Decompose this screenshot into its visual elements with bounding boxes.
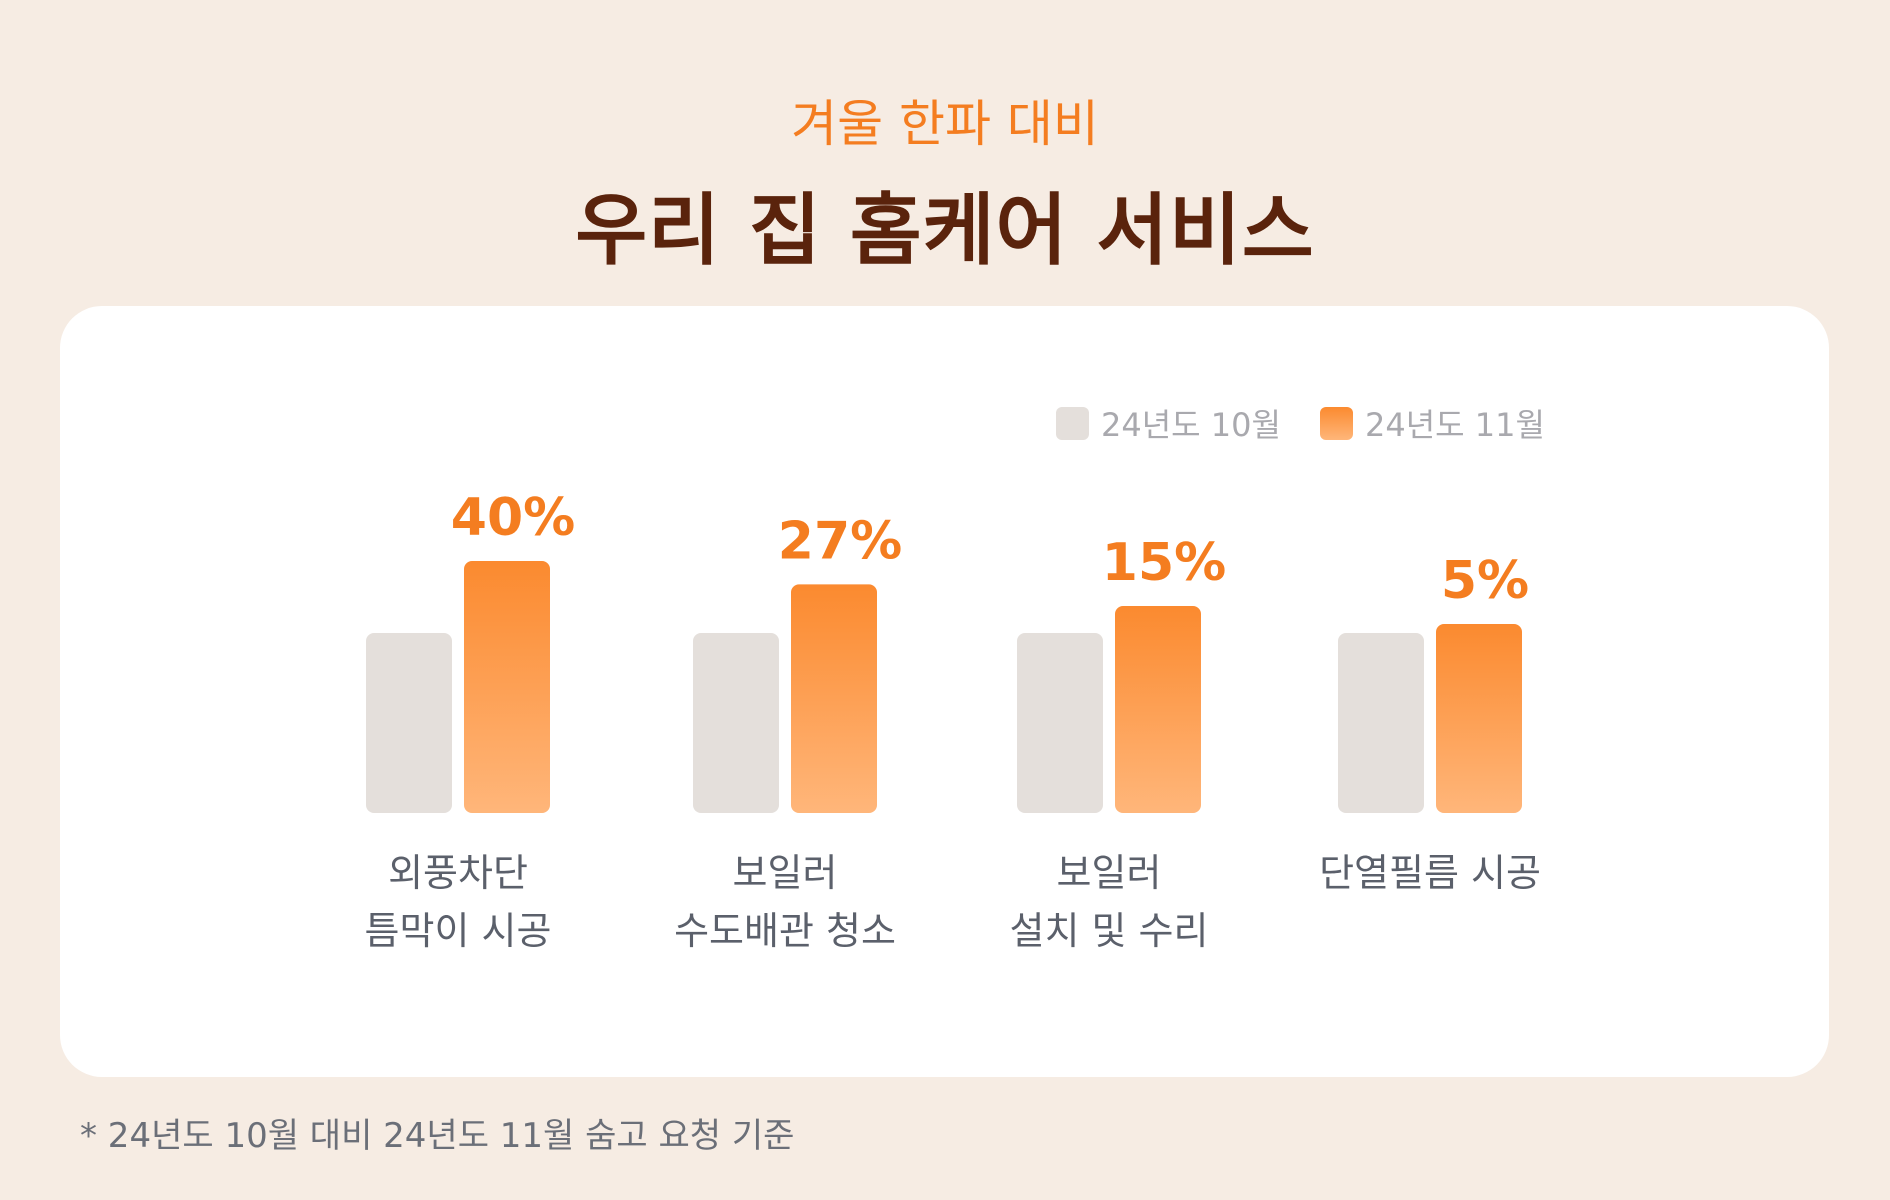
category-label-0-0: 외풍차단	[388, 851, 528, 895]
bar-oct-3	[1338, 633, 1424, 813]
category-label-2-0: 보일러	[1057, 851, 1162, 895]
category-label-1-1: 수도배관 청소	[674, 909, 896, 953]
data-label-1: 27%	[778, 511, 902, 571]
legend-label-nov: 24년도 11월	[1365, 406, 1545, 444]
data-label-2: 15%	[1102, 533, 1226, 593]
chart-card	[60, 306, 1829, 1077]
legend-item-oct: 24년도 10월	[1056, 400, 1281, 446]
chart-subtitle: 겨울 한파 대비	[791, 95, 1099, 153]
bar-oct-1	[693, 633, 779, 813]
category-label-0-1: 틈막이 시공	[365, 909, 552, 953]
category-label-1-0: 보일러	[733, 851, 838, 895]
legend-swatch-oct	[1056, 406, 1089, 440]
footnote: * 24년도 10월 대비 24년도 11월 숨고 요청 기준	[80, 1116, 795, 1156]
legend-swatch-nov	[1320, 406, 1353, 440]
bar-nov-0	[464, 561, 550, 813]
bar-nov-2	[1115, 606, 1201, 813]
bar-nov-3	[1436, 624, 1522, 813]
legend-label-oct: 24년도 10월	[1101, 406, 1281, 444]
category-label-2-1: 설치 및 수리	[1010, 909, 1209, 953]
legend-item-nov: 24년도 11월	[1320, 400, 1545, 446]
category-label-3-0: 단열필름 시공	[1319, 851, 1541, 895]
bar-nov-1	[791, 584, 877, 813]
chart-title: 우리 집 홈케어 서비스	[575, 186, 1315, 276]
data-label-0: 40%	[451, 488, 575, 548]
data-label-3: 5%	[1441, 551, 1529, 611]
bar-oct-2	[1017, 633, 1103, 813]
bar-oct-0	[366, 633, 452, 813]
